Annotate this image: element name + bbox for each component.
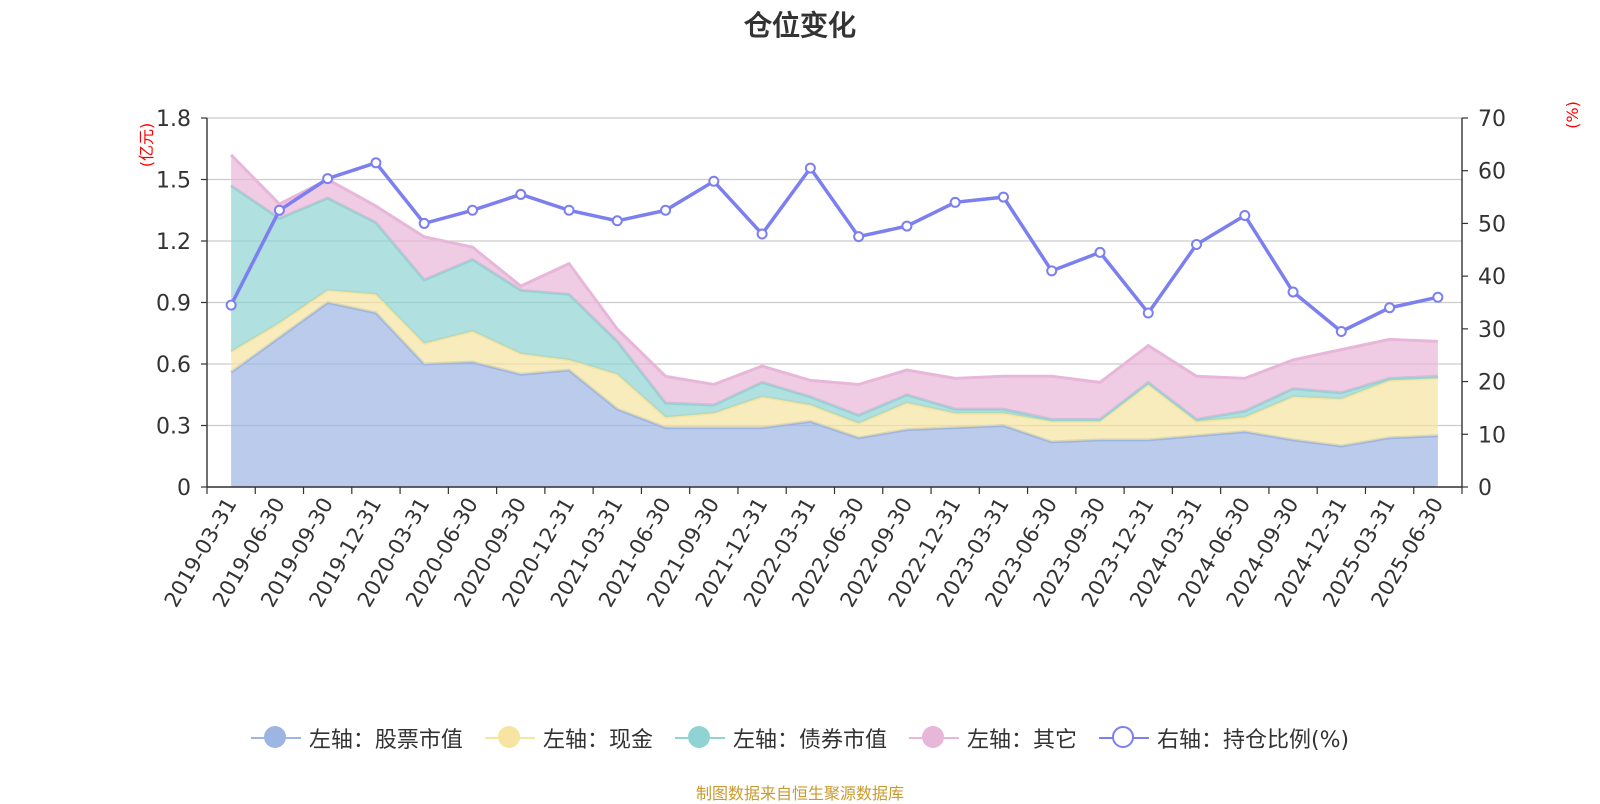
legend-cash-marker: [484, 725, 535, 751]
ratio-point: [949, 196, 961, 208]
right-tick-label: 50: [1478, 212, 1506, 237]
legend-bond-label: 左轴：债券市值: [732, 728, 887, 753]
ratio-point: [1046, 265, 1058, 277]
ratio-line: [225, 157, 1444, 337]
right-tick-label: 40: [1478, 265, 1506, 290]
ratio-point: [466, 204, 478, 216]
left-tick-label: 0.3: [156, 415, 191, 440]
right-tick-label: 20: [1478, 371, 1506, 396]
left-tick-label: 1.2: [156, 230, 191, 255]
ratio-point: [273, 204, 285, 216]
ratio-point: [418, 217, 430, 229]
legend-other-dot: [921, 726, 944, 748]
legend-item-stock[interactable]: 左轴：股票市值: [250, 722, 463, 754]
legend-bond-dot: [687, 726, 710, 748]
ratio-point: [322, 173, 334, 185]
legend: 左轴：股票市值 左轴：现金 左轴：债券市值 左轴：其它 右轴：持仓比例(%): [0, 722, 1600, 754]
right-tick-label: 30: [1478, 318, 1506, 343]
left-tick-label: 0.6: [156, 353, 191, 378]
ratio-point: [1287, 286, 1299, 298]
legend-ratio-marker: [1098, 725, 1149, 751]
ratio-point: [563, 204, 575, 216]
legend-ratio-label: 右轴：持仓比例(%): [1156, 728, 1350, 753]
left-tick-label: 0.9: [156, 292, 191, 317]
ratio-point: [225, 299, 237, 311]
right-tick-label: 0: [1478, 476, 1492, 501]
legend-item-other[interactable]: 左轴：其它: [908, 722, 1077, 754]
left-tick-label: 1.5: [156, 169, 191, 194]
ratio-point: [997, 191, 1009, 203]
bond-area: [231, 185, 1438, 424]
ratio-point: [756, 228, 768, 240]
left-tick-label: 0: [177, 476, 191, 501]
cash-area: [231, 290, 1438, 446]
ratio-line-path: [229, 160, 1439, 334]
left-tick-label: 1.8: [156, 107, 191, 132]
position-change-chart: 00.30.60.91.21.51.80102030405060702019-0…: [137, 101, 1582, 611]
ratio-point: [853, 231, 865, 243]
right-tick-label: 60: [1478, 160, 1506, 185]
legend-cash-dot: [497, 726, 520, 748]
right-axis-unit: (%): [1563, 101, 1582, 129]
ratio-point: [804, 162, 816, 174]
left-axis-unit: (亿元): [137, 123, 156, 168]
ratio-point: [611, 215, 623, 227]
cash-area-edge: [230, 288, 1438, 426]
other-area-edge: [230, 153, 1438, 387]
legend-stock-label: 左轴：股票市值: [308, 728, 463, 753]
ratio-point: [515, 188, 527, 200]
legend-item-cash[interactable]: 左轴：现金: [484, 722, 653, 754]
ratio-point: [901, 220, 913, 232]
ratio-point: [1432, 291, 1444, 303]
legend-item-bond[interactable]: 左轴：债券市值: [674, 722, 887, 754]
legend-stock-dot: [263, 726, 286, 748]
ratio-point: [1239, 210, 1251, 222]
legend-item-ratio[interactable]: 右轴：持仓比例(%): [1098, 722, 1350, 754]
legend-ratio-dot: [1111, 726, 1134, 748]
ratio-point: [1335, 325, 1347, 337]
ratio-point: [370, 157, 382, 169]
ratio-point: [1384, 302, 1396, 314]
ratio-point: [708, 175, 720, 187]
chart-title: 仓位变化: [743, 9, 856, 42]
legend-other-marker: [908, 725, 959, 751]
legend-bond-marker: [674, 725, 725, 751]
right-tick-label: 10: [1478, 423, 1506, 448]
stacked-areas: [230, 153, 1438, 487]
legend-other-label: 左轴：其它: [966, 728, 1077, 753]
ratio-point: [660, 204, 672, 216]
legend-cash-label: 左轴：现金: [542, 728, 653, 753]
ratio-point: [1142, 307, 1154, 319]
right-tick-label: 70: [1478, 107, 1506, 132]
legend-stock-marker: [250, 725, 301, 751]
source-note: 制图数据来自恒生聚源数据库: [695, 784, 904, 803]
ratio-point: [1191, 239, 1203, 251]
ratio-point: [1094, 246, 1106, 258]
